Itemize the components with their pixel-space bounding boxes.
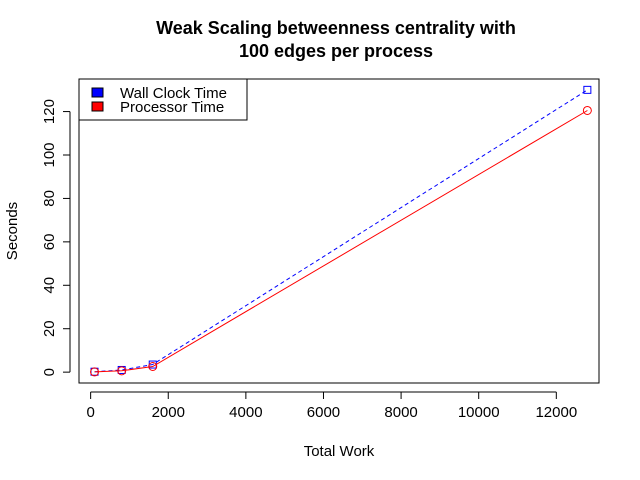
legend-label-processor-time: Processor Time: [120, 99, 224, 116]
y-tick-label: 0: [41, 368, 58, 376]
legend-label-wall-clock-time: Wall Clock Time: [120, 85, 227, 102]
y-axis: 0 20 40 60 80 100 120: [41, 99, 71, 376]
legend-swatch-wall-clock-time: [91, 87, 104, 98]
x-axis-label: Total Work: [304, 443, 375, 460]
data-point-processor-time: [582, 105, 592, 115]
legend-box: [78, 78, 248, 121]
chart-subtitle: 100 edges per process: [239, 41, 433, 61]
data-point-processor-time: [117, 366, 127, 376]
x-tick-label: 4000: [229, 404, 262, 421]
y-tick-label: 40: [41, 277, 58, 294]
x-tick-label: 0: [86, 404, 94, 421]
y-tick-label: 80: [41, 190, 58, 207]
legend-swatch-processor-time: [91, 101, 104, 112]
series-layer: [90, 85, 592, 377]
legend: Wall Clock Time Processor Time: [78, 78, 248, 121]
y-tick-label: 60: [41, 234, 58, 251]
data-point-processor-time: [148, 361, 158, 371]
x-tick-label: 12000: [535, 404, 577, 421]
chart-title: Weak Scaling betweenness centrality with: [156, 18, 516, 38]
data-point-wall-clock-time: [583, 85, 592, 94]
y-tick-label: 20: [41, 320, 58, 337]
x-axis: 0 2000 4000 6000 8000 10000 12000: [86, 391, 577, 421]
x-tick-label: 6000: [307, 404, 340, 421]
x-tick-label: 2000: [152, 404, 185, 421]
series-line-processor-time: [94, 110, 588, 373]
y-tick-label: 120: [41, 99, 58, 124]
data-point-processor-time: [90, 367, 100, 377]
x-tick-label: 8000: [384, 404, 417, 421]
y-axis-label: Seconds: [4, 202, 21, 260]
y-tick-label: 100: [41, 142, 58, 167]
x-tick-label: 10000: [458, 404, 500, 421]
series-line-wall-clock-time: [94, 89, 588, 373]
plot-area-frame: [78, 78, 600, 384]
